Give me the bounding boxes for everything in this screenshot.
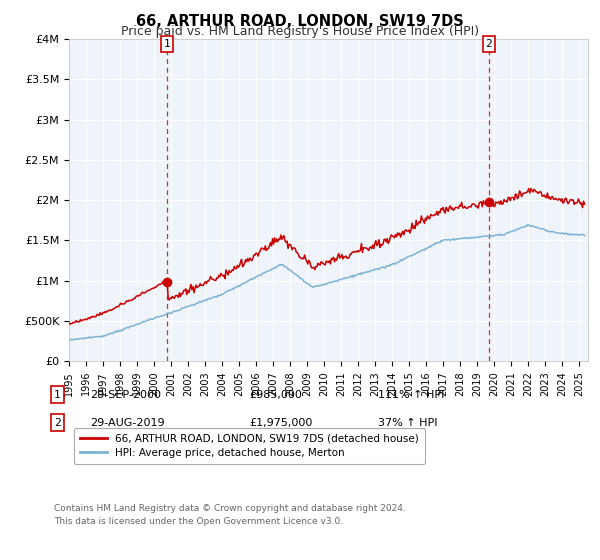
Text: 1: 1: [163, 39, 170, 49]
Text: £1,975,000: £1,975,000: [249, 418, 313, 428]
Text: Contains HM Land Registry data © Crown copyright and database right 2024.
This d: Contains HM Land Registry data © Crown c…: [54, 504, 406, 525]
Text: 29-AUG-2019: 29-AUG-2019: [90, 418, 164, 428]
Legend: 66, ARTHUR ROAD, LONDON, SW19 7DS (detached house), HPI: Average price, detached: 66, ARTHUR ROAD, LONDON, SW19 7DS (detac…: [74, 428, 425, 464]
Text: 2: 2: [485, 39, 492, 49]
Text: 66, ARTHUR ROAD, LONDON, SW19 7DS: 66, ARTHUR ROAD, LONDON, SW19 7DS: [136, 14, 464, 29]
Text: 37% ↑ HPI: 37% ↑ HPI: [378, 418, 437, 428]
Text: 111% ↑ HPI: 111% ↑ HPI: [378, 390, 445, 400]
Text: 1: 1: [54, 390, 61, 400]
Text: Price paid vs. HM Land Registry's House Price Index (HPI): Price paid vs. HM Land Registry's House …: [121, 25, 479, 38]
Text: £985,000: £985,000: [249, 390, 302, 400]
Text: 2: 2: [54, 418, 61, 428]
Text: 29-SEP-2000: 29-SEP-2000: [90, 390, 161, 400]
